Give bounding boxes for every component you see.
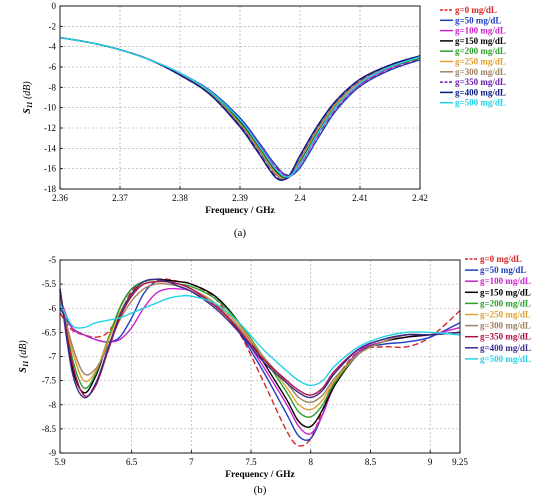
legend-label: g=300 mg/dL xyxy=(480,321,531,331)
legend-label: g=50 mg/dL xyxy=(480,265,526,275)
legend-label: g=300 mg/dL xyxy=(455,67,506,77)
y-tick-label: -12 xyxy=(44,123,56,133)
series-line-3 xyxy=(59,287,461,435)
legend-label: g=500 mg/dL xyxy=(480,354,531,364)
y-tick-label: -18 xyxy=(44,184,56,194)
x-tick-label: 6.5 xyxy=(126,457,138,467)
x-axis-label: Frequency / GHz xyxy=(205,206,275,216)
y-tick-label: -10 xyxy=(44,103,56,113)
legend-label: g=200 mg/dL xyxy=(455,46,506,56)
legend-label: g=0 mg/dL xyxy=(455,5,497,15)
legend-label: g=0 mg/dL xyxy=(480,254,522,264)
x-tick-label: 7 xyxy=(189,457,194,467)
legend-label: g=350 mg/dL xyxy=(480,332,531,342)
plot-frame xyxy=(59,5,421,190)
x-tick-label: 8.5 xyxy=(365,457,377,467)
legend-label: g=350 mg/dL xyxy=(455,77,506,87)
panel-caption: (a) xyxy=(234,227,247,239)
y-tick-label: -6.5 xyxy=(42,327,57,337)
gridlines xyxy=(60,260,460,453)
legend-label: g=250 mg/dL xyxy=(455,57,506,67)
y-tick-label: -8 xyxy=(49,400,57,410)
y-tick-label: 0 xyxy=(52,1,57,11)
series-line-10 xyxy=(59,36,421,178)
y-axis-label: S11 (dB) xyxy=(22,81,34,114)
chart-b: 5.9 6.5 7 7.5 8 8.5 9 9.25 -5 -5.5 -6 -6.5 -7 -7.5 -8 -… xyxy=(18,254,531,496)
legend-label: g=250 mg/dL xyxy=(480,310,531,320)
legend-label: g=500 mg/dL xyxy=(455,98,506,108)
x-tick-label: 2.38 xyxy=(172,193,188,203)
y-tick-label: -7.5 xyxy=(42,376,57,386)
y-tick-label: -5.5 xyxy=(42,279,57,289)
legend-label: g=100 mg/dL xyxy=(480,276,531,286)
series-lines xyxy=(59,36,421,181)
y-tick-label: -5 xyxy=(49,255,57,265)
x-tick-label: 2.39 xyxy=(232,193,248,203)
series-line-9 xyxy=(59,278,461,399)
y-axis-label: S11 (dB) xyxy=(18,340,30,373)
x-tick-label: 2.37 xyxy=(112,193,128,203)
x-tick-label: 2.4 xyxy=(294,193,306,203)
y-tick-label: -6 xyxy=(49,303,57,313)
panel-caption: (b) xyxy=(254,484,267,496)
legend: g=0 mg/dLg=50 mg/dLg=100 mg/dLg=150 mg/d… xyxy=(465,254,531,364)
x-tick-label: 2.42 xyxy=(412,193,428,203)
legend-label: g=50 mg/dL xyxy=(455,15,501,25)
series-lines xyxy=(59,278,461,447)
gridlines xyxy=(60,6,420,189)
x-tick-label: 5.9 xyxy=(54,457,66,467)
y-tick-label: -8.5 xyxy=(42,424,57,434)
chart-a: 2.36 2.37 2.38 2.39 2.4 2.41 2.42 0 -2 -4 -6 -8 -10 -… xyxy=(22,1,506,239)
y-tick-label: -8 xyxy=(49,82,57,92)
x-tick-label: 2.36 xyxy=(52,193,68,203)
legend: g=0 mg/dLg=50 mg/dLg=100 mg/dLg=150 mg/d… xyxy=(440,5,506,108)
x-axis-label: Frequency / GHz xyxy=(225,470,295,480)
y-tick-label: -2 xyxy=(49,21,57,31)
legend-label: g=150 mg/dL xyxy=(480,287,531,297)
x-tick-label: 9.25 xyxy=(452,457,468,467)
x-tick-label: 2.41 xyxy=(352,193,368,203)
legend-label: g=200 mg/dL xyxy=(480,298,531,308)
x-tick-label: 7.5 xyxy=(245,457,257,467)
legend-label: g=400 mg/dL xyxy=(455,87,506,97)
x-tick-label: 9 xyxy=(428,457,433,467)
series-line-10 xyxy=(59,294,461,387)
y-tick-label: -9 xyxy=(49,448,57,458)
x-tick-label: 8 xyxy=(308,457,313,467)
y-tick-label: -4 xyxy=(49,42,57,52)
legend-label: g=150 mg/dL xyxy=(455,36,506,46)
legend-label: g=400 mg/dL xyxy=(480,343,531,353)
y-tick-label: -6 xyxy=(49,62,57,72)
y-tick-label: -16 xyxy=(44,164,56,174)
legend-label: g=100 mg/dL xyxy=(455,26,506,36)
y-tick-label: -7 xyxy=(49,352,57,362)
series-line-5 xyxy=(59,278,461,418)
y-tick-label: -14 xyxy=(44,143,56,153)
